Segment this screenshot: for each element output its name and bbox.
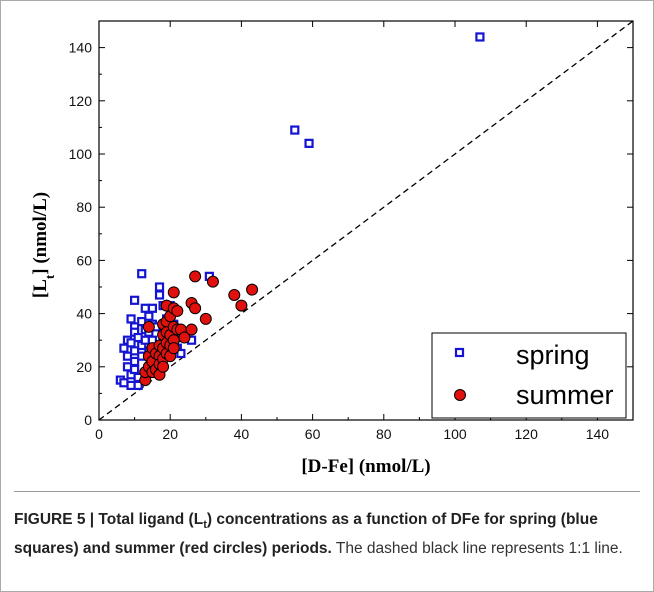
spring-point xyxy=(122,351,133,361)
spring-point xyxy=(144,311,154,321)
x-tick-label: 120 xyxy=(515,426,539,442)
figure-caption: FIGURE 5 | Total ligand (Lt) concentrati… xyxy=(14,508,640,560)
x-tick-label: 100 xyxy=(443,426,467,442)
caption-text: The dashed black line represents 1:1 lin… xyxy=(331,540,623,558)
spring-point xyxy=(119,343,129,353)
spring-point xyxy=(154,282,165,292)
y-tick-label: 140 xyxy=(69,40,93,56)
y-tick-label: 120 xyxy=(69,93,93,109)
summer-point xyxy=(157,360,170,373)
y-tick-label: 20 xyxy=(76,359,92,375)
spring-point xyxy=(122,362,133,372)
legend: spring summer xyxy=(431,332,627,419)
plot-area xyxy=(98,20,634,421)
spring-point xyxy=(130,346,140,356)
spring-point xyxy=(304,138,314,148)
summer-point xyxy=(189,302,202,315)
spring-point xyxy=(140,303,150,313)
summer-point xyxy=(178,331,191,344)
summer-point xyxy=(167,342,180,355)
summer-point xyxy=(189,270,202,283)
legend-summer-marker xyxy=(454,389,466,401)
summer-point xyxy=(228,288,241,301)
scatter-chart: 0 20 40 60 80 100 120 140 0 20 40 60 80 100 120 140 [D-… xyxy=(30,20,634,477)
summer-point xyxy=(199,312,212,325)
spring-point xyxy=(176,348,186,359)
y-tick-label: 100 xyxy=(69,146,93,162)
y-tick-label: 60 xyxy=(76,252,92,268)
caption-bold: FIGURE 5 | Total ligand (Lt) concentrati… xyxy=(14,511,598,558)
plot-border xyxy=(98,20,634,421)
summer-point xyxy=(206,275,219,288)
y-tick-label: 0 xyxy=(84,412,92,428)
spring-point xyxy=(475,32,485,42)
summer-point xyxy=(235,299,248,312)
spring-point xyxy=(147,303,157,313)
legend-summer-label: summer xyxy=(516,380,614,410)
spring-point xyxy=(126,338,136,348)
x-tick-label: 0 xyxy=(95,426,103,442)
x-tick-label: 20 xyxy=(162,426,178,442)
summer-point xyxy=(185,323,198,336)
legend-spring-marker xyxy=(454,347,465,358)
x-tick-label: 140 xyxy=(586,426,610,442)
spring-point xyxy=(137,269,147,279)
x-axis-title: [D-Fe] (nmol/L) xyxy=(301,456,430,477)
spring-point xyxy=(290,125,300,135)
spring-point xyxy=(140,335,150,345)
x-tick-label: 40 xyxy=(234,426,250,442)
summer-point xyxy=(167,286,180,299)
legend-box xyxy=(431,332,627,419)
one-to-one-line xyxy=(98,20,634,421)
y-axis-title: [Lt] (nmol/L) xyxy=(30,192,57,298)
spring-point xyxy=(133,332,143,343)
summer-point xyxy=(171,304,184,317)
caption-divider xyxy=(14,491,640,492)
spring-point xyxy=(133,380,143,391)
x-tick-label: 80 xyxy=(376,426,392,442)
axes: 0 20 40 60 80 100 120 140 0 20 40 60 80 100 120 140 xyxy=(69,20,634,442)
legend-spring-label: spring xyxy=(516,340,590,370)
spring-point xyxy=(130,295,140,305)
x-tick-label: 60 xyxy=(305,426,321,442)
spring-point xyxy=(130,364,140,375)
spring-point xyxy=(126,314,136,324)
summer-point xyxy=(142,320,155,333)
y-tick-label: 80 xyxy=(76,199,92,215)
spring-point xyxy=(154,290,165,300)
spring-point xyxy=(126,380,136,391)
summer-point xyxy=(246,283,259,296)
y-tick-label: 40 xyxy=(76,306,92,322)
spring-point xyxy=(130,356,140,367)
spring-point xyxy=(119,378,129,388)
